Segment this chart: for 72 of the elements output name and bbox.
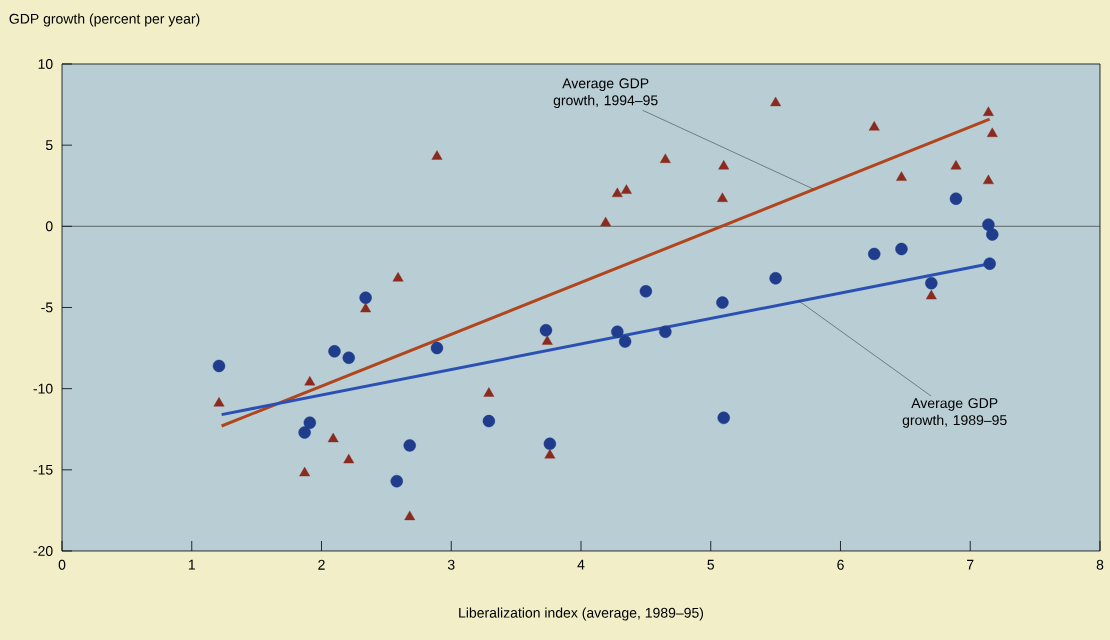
x-axis-title: Liberalization index (average, 1989–95) [459,607,704,621]
point [659,325,672,339]
x-tick-label: 5 [707,559,715,570]
x-tick-label: 0 [58,559,66,570]
point [212,359,226,373]
point [213,397,225,407]
point [611,325,624,339]
point [983,106,994,116]
point [621,184,632,194]
point [716,296,729,309]
x-tick-label: 4 [577,559,585,570]
point [769,272,782,285]
point [430,341,444,355]
point [717,192,728,202]
point [360,302,372,313]
point [390,474,403,488]
point [544,449,556,459]
point [404,510,416,521]
point [539,324,553,337]
x-tick-label: 6 [837,559,844,570]
point [328,345,341,358]
annotation: Average GDP growth, 1994–95 [553,78,658,109]
y-axis-title: GDP growth (percent per year) [9,13,200,27]
x-tick-label: 8 [1096,559,1104,570]
x-tick-label: 3 [447,559,455,570]
point [600,216,612,227]
point [896,171,907,181]
point [983,257,996,270]
point [482,414,496,428]
point [304,375,316,386]
point [950,160,962,170]
point [895,242,908,256]
point [298,426,311,439]
point [986,228,999,241]
point [618,335,632,348]
point [303,416,317,429]
point [925,289,937,300]
point [925,276,938,290]
point [770,96,782,107]
point [718,160,730,170]
annotation: Average GDP growth, 1989–95 [902,398,1007,428]
point [327,432,339,443]
y-tick-label: -15 [33,464,53,475]
point [343,453,355,464]
y-tick-label: -10 [33,383,53,394]
y-tick-label: 10 [38,59,53,69]
point [717,411,730,425]
point [949,192,963,205]
point [986,127,998,137]
point [392,272,404,282]
point [483,387,495,397]
point [299,466,311,477]
point [868,121,880,131]
point [611,187,623,198]
point [868,247,881,261]
y-tick-label: -5 [41,302,53,313]
point [431,150,443,160]
x-tick-label: 1 [188,559,195,570]
x-tick-label: 2 [318,559,325,570]
point [983,174,994,185]
y-tick-label: 0 [45,221,53,232]
point [359,291,372,304]
point [543,437,557,451]
x-tick-label: 7 [967,559,974,570]
y-tick-label: -20 [33,546,53,556]
point [982,218,995,231]
point [403,439,416,452]
point [541,335,553,345]
y-tick-label: 5 [45,140,53,151]
point [342,351,355,365]
point [659,153,671,163]
point [639,285,653,298]
